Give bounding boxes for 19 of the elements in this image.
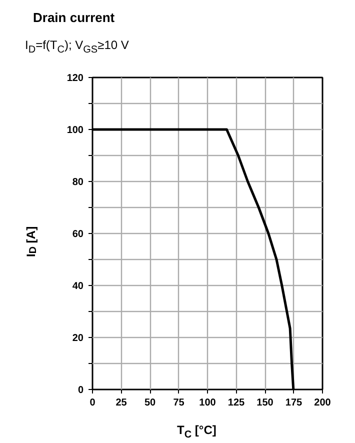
x-tick-label: 25	[116, 398, 128, 408]
y-tick-label: 100	[66, 125, 84, 136]
x-tick-label: 175	[285, 398, 303, 408]
y-tick-label: 20	[72, 333, 84, 344]
x-tick-label: 150	[256, 398, 274, 408]
chart-title: Drain current	[33, 10, 115, 25]
y-tick-label: 80	[72, 177, 84, 188]
y-tick-label: 60	[72, 229, 84, 240]
x-tick-label: 100	[199, 398, 216, 408]
x-tick-label: 125	[228, 398, 246, 408]
x-tick-label: 0	[90, 398, 96, 408]
x-tick-label: 75	[173, 398, 185, 408]
x-tick-label: 200	[314, 398, 332, 408]
y-tick-label: 0	[78, 385, 84, 396]
x-axis-title: T$_{C}$ [°C]	[177, 423, 216, 440]
chart-subtitle: I$_{D}$=f(T$_{C}$); V$_{GS}$≥10 V	[25, 38, 129, 56]
y-tick-label: 40	[72, 281, 84, 292]
x-tick-label: 50	[144, 398, 156, 408]
y-tick-label: 120	[66, 73, 84, 84]
